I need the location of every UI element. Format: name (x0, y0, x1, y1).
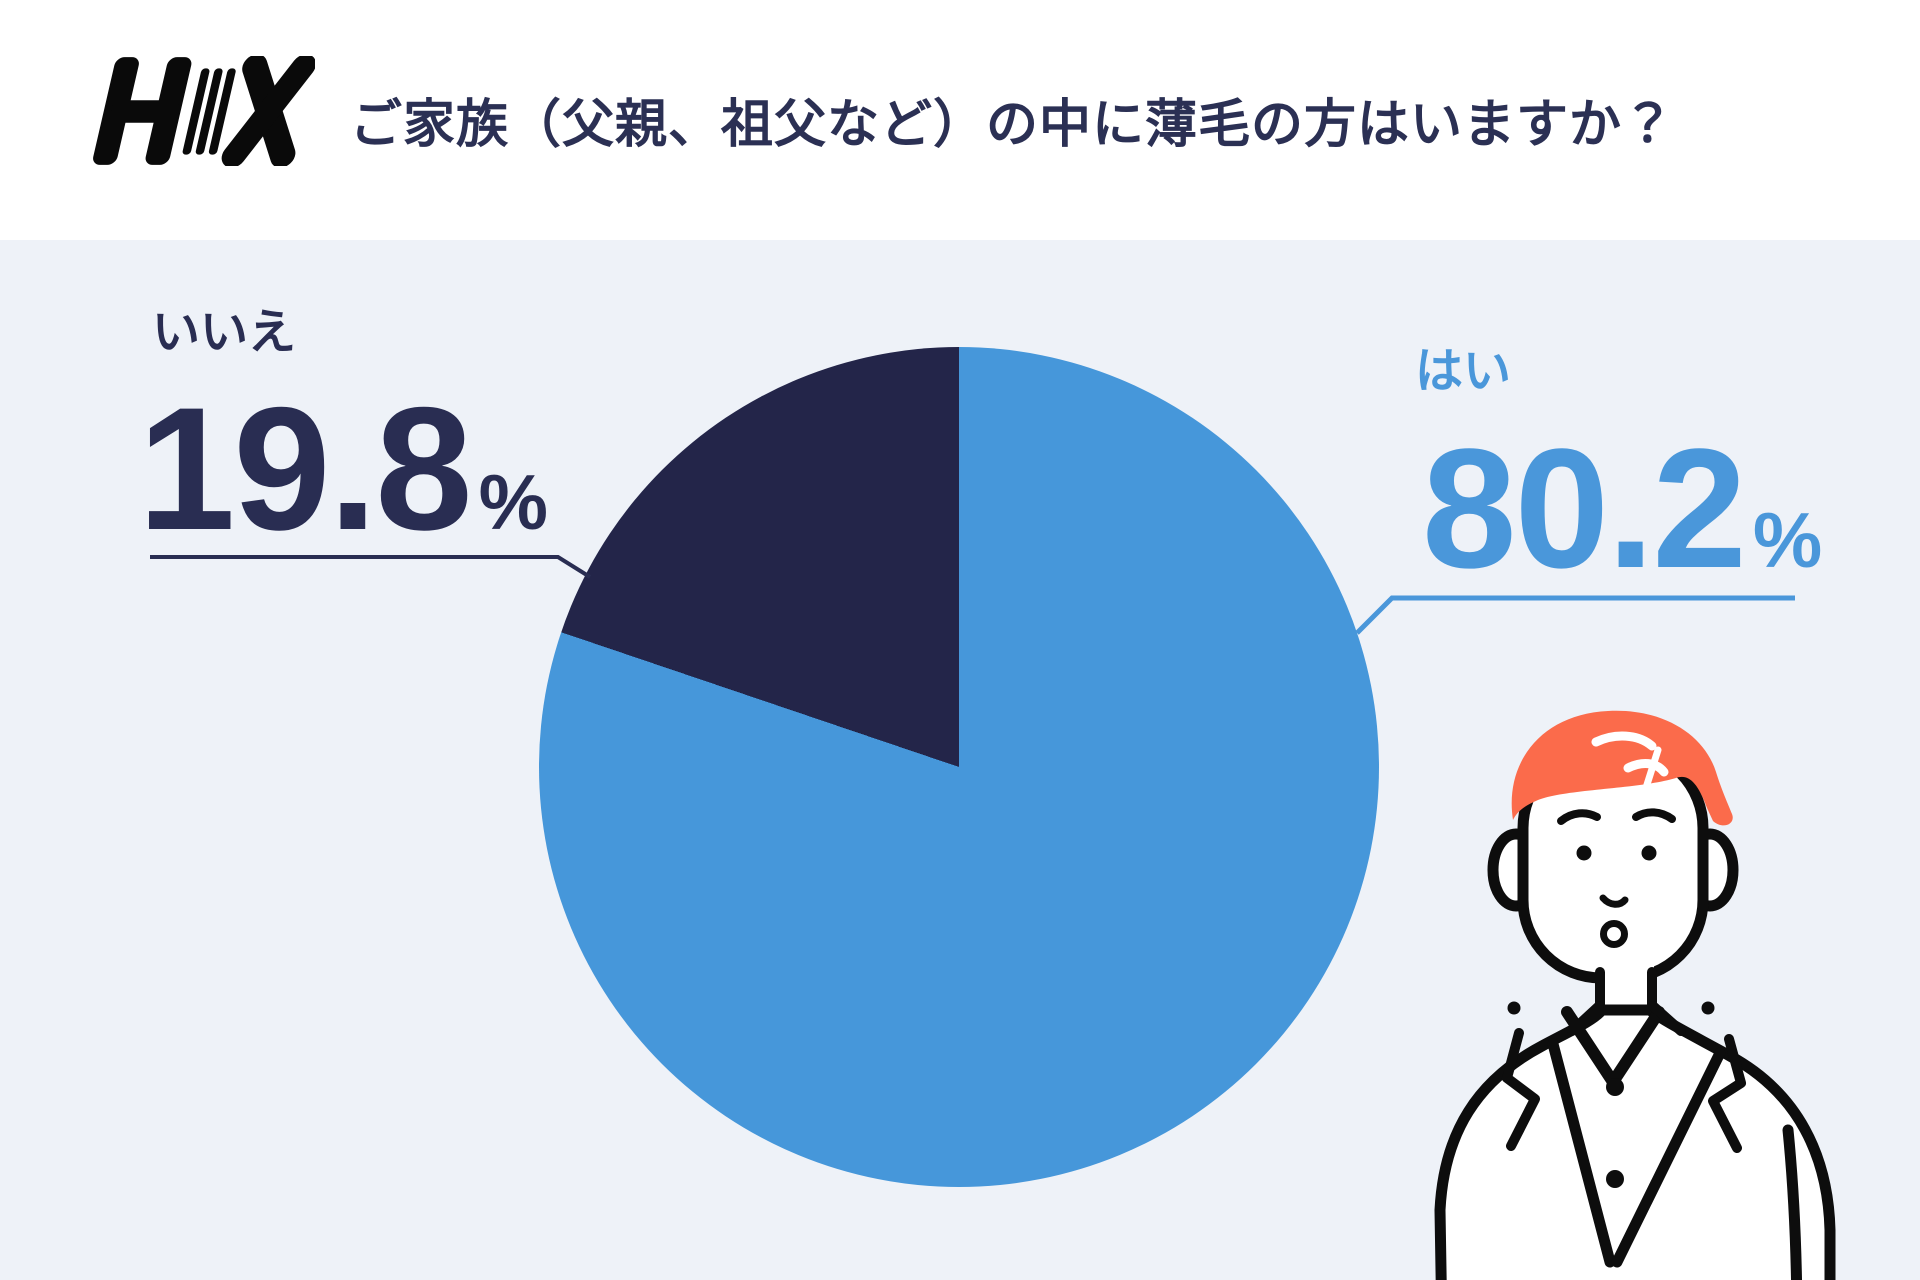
logo-x-stroke-2 (221, 54, 316, 168)
man-right-eyebrow (1632, 808, 1676, 823)
man-left-eye (1576, 845, 1592, 861)
logo-i-slash-2 (195, 68, 223, 155)
collar-left-wing (1567, 1001, 1604, 1036)
man-nose (1599, 894, 1629, 908)
yes-slice-number: 80.2 (1422, 414, 1747, 604)
man-illustration (1434, 710, 1836, 1280)
yes-slice-percent-sign: % (1752, 496, 1823, 584)
coat-right-lapel-notch (1708, 1034, 1746, 1153)
no-slice-number: 19.8 (138, 372, 473, 567)
coat-right-shoulder-dot (1701, 1001, 1715, 1015)
hix-logo (90, 54, 316, 168)
logo-i-slash-1 (182, 68, 210, 155)
hair-highlight-1 (1591, 731, 1657, 751)
hair-highlight-2 (1623, 759, 1669, 777)
man-hair (1511, 710, 1733, 826)
header-bar (0, 0, 1920, 240)
no-slice-value: 19.8% (138, 382, 548, 557)
coat-right-lapel-roll (1611, 1047, 1726, 1268)
no-slice-label: いいえ (152, 306, 297, 359)
logo-i-slash-3 (208, 68, 236, 155)
logo-h-crossbar (108, 100, 180, 123)
man-left-eyebrow (1557, 809, 1601, 825)
man-right-eye (1641, 845, 1657, 861)
coat-left-shoulder-dot (1507, 1001, 1521, 1015)
yes-slice-label: はい (1415, 345, 1512, 398)
hair-strand-gap (1640, 746, 1662, 798)
coat-button-bottom (1606, 1170, 1624, 1188)
pie-chart (539, 347, 1379, 1187)
coat-right-arm-seam (1782, 1124, 1803, 1280)
coat-button-top (1606, 1078, 1624, 1096)
no-slice-percent-sign: % (478, 458, 548, 546)
coat-left-lapel-notch (1502, 1028, 1540, 1151)
page-title: ご家族（父親、祖父など）の中に薄毛の方はいますか？ (350, 96, 1676, 154)
yes-slice-value: 80.2% (1422, 424, 1822, 594)
coat-left-lapel-roll (1547, 1038, 1616, 1268)
hix-logo-graphic (93, 54, 316, 168)
collar-right-wing (1648, 1001, 1686, 1036)
man-mouth (1600, 920, 1628, 948)
